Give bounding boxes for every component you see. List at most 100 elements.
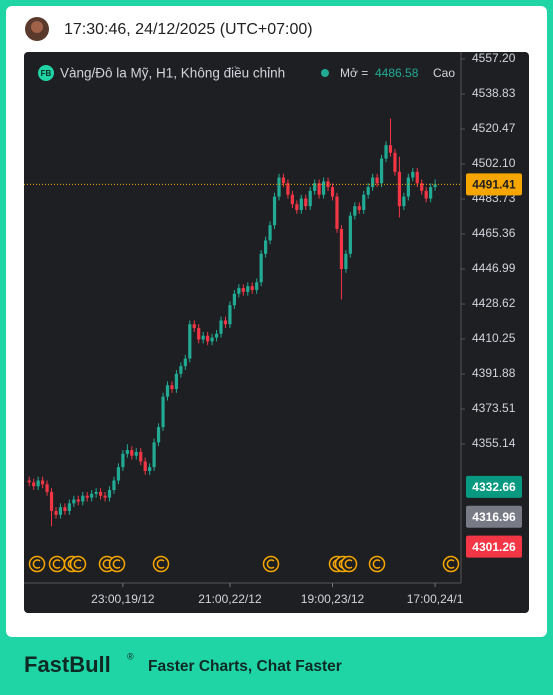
candle-body bbox=[121, 453, 125, 468]
candle-body bbox=[201, 335, 205, 340]
candle-body bbox=[81, 495, 85, 502]
event-icon bbox=[262, 555, 280, 573]
legend-name: Vàng/Đô la Mỹ, H1, Không điều chỉnh bbox=[60, 66, 285, 81]
price-badge bbox=[466, 475, 522, 498]
candle-body bbox=[295, 204, 299, 210]
legend-badge-text: FB bbox=[41, 69, 52, 78]
y-tick-label: 4373.51 bbox=[472, 401, 516, 415]
event-icon-glyph bbox=[112, 559, 121, 569]
event-icon bbox=[152, 555, 170, 573]
candle-body bbox=[371, 177, 375, 188]
tagline: Faster Charts, Chat Faster bbox=[148, 658, 342, 675]
candle-body bbox=[27, 480, 31, 483]
candle-body bbox=[348, 215, 352, 254]
event-icon bbox=[108, 555, 126, 573]
candle-body bbox=[116, 467, 121, 481]
candle-body bbox=[246, 286, 250, 292]
price-badge-text: 4301.26 bbox=[472, 540, 516, 554]
candle-body bbox=[45, 484, 49, 492]
candle-body bbox=[112, 480, 116, 491]
candle-body bbox=[344, 253, 348, 270]
candle-body bbox=[32, 482, 36, 487]
event-icon-glyph bbox=[102, 559, 111, 569]
candle-body bbox=[170, 385, 174, 390]
legend-open: 4486.58 bbox=[375, 66, 419, 80]
event-icon bbox=[69, 555, 87, 573]
candle-body bbox=[308, 190, 312, 207]
y-tick-label: 4465.36 bbox=[472, 226, 516, 240]
candle-body bbox=[107, 490, 112, 498]
candle-body bbox=[67, 503, 71, 511]
avatar-face bbox=[31, 21, 43, 33]
candle-body bbox=[406, 177, 410, 197]
event-icon-glyph bbox=[266, 559, 275, 569]
timestamp: 17:30:46, 24/12/2025 (UTC+07:00) bbox=[64, 21, 313, 38]
candle-body bbox=[286, 183, 290, 195]
event-icon-glyph bbox=[32, 559, 41, 569]
candle-body bbox=[197, 328, 201, 340]
candle-body bbox=[375, 177, 379, 184]
x-tick-label: 17:00,24/1 bbox=[407, 592, 464, 606]
candle-body bbox=[98, 491, 103, 496]
event-icon-glyph bbox=[156, 559, 165, 569]
candle-body bbox=[313, 183, 317, 191]
candle-body bbox=[388, 145, 393, 153]
candle-body bbox=[49, 491, 54, 511]
event-icon-glyph bbox=[52, 559, 61, 569]
candle-body bbox=[268, 225, 272, 241]
legend-open-label: Mở = bbox=[340, 66, 368, 80]
candle-body bbox=[241, 288, 245, 292]
candle-body bbox=[379, 158, 384, 184]
candle-body bbox=[290, 194, 294, 205]
candle-body bbox=[85, 495, 89, 498]
y-tick-label: 4428.62 bbox=[472, 296, 516, 310]
candle-body bbox=[232, 293, 236, 306]
candle-body bbox=[223, 320, 228, 325]
candle-body bbox=[41, 480, 45, 485]
candle-body bbox=[237, 288, 241, 294]
candle-body bbox=[143, 461, 147, 471]
candle-body bbox=[183, 358, 187, 367]
candle-body bbox=[174, 373, 179, 390]
candle-body bbox=[36, 480, 40, 487]
candle-body bbox=[362, 194, 366, 210]
candle-body bbox=[259, 253, 263, 283]
candle-body bbox=[134, 451, 138, 456]
candle-body bbox=[90, 493, 94, 498]
event-icon-glyph bbox=[73, 559, 82, 569]
candle-body bbox=[250, 286, 254, 290]
event-icon bbox=[48, 555, 66, 573]
candle-body bbox=[148, 467, 152, 471]
price-badge bbox=[466, 505, 522, 528]
price-badge-text: 4332.66 bbox=[472, 480, 516, 494]
candle-body bbox=[152, 442, 156, 468]
candle-body bbox=[192, 324, 196, 329]
candle-body bbox=[277, 177, 281, 197]
candle-body bbox=[384, 145, 388, 159]
y-tick-label: 4502.10 bbox=[472, 156, 516, 170]
legend-dot bbox=[321, 69, 329, 77]
y-tick-label: 4446.99 bbox=[472, 261, 516, 275]
candle-body bbox=[402, 196, 406, 207]
candle-body bbox=[103, 495, 107, 498]
price-badge-text: 4491.41 bbox=[472, 178, 516, 192]
candle-body bbox=[433, 184, 437, 188]
candle-body bbox=[339, 229, 344, 270]
candle-body bbox=[188, 324, 192, 359]
candle-body bbox=[304, 198, 308, 207]
candle-body bbox=[54, 510, 58, 515]
legend-high-label: Cao bbox=[433, 66, 455, 80]
candle-body bbox=[411, 171, 415, 178]
candle-body bbox=[206, 335, 210, 342]
y-tick-label: 4391.88 bbox=[472, 366, 516, 380]
price-badge-text: 4316.96 bbox=[472, 510, 516, 524]
candle-body bbox=[393, 152, 397, 172]
candle-body bbox=[335, 196, 339, 229]
candle-body bbox=[299, 198, 303, 210]
y-tick-label: 4410.25 bbox=[472, 331, 516, 345]
price-badge bbox=[466, 173, 522, 196]
brand-mark: ® bbox=[127, 651, 134, 661]
candle-body bbox=[161, 396, 165, 428]
y-tick-label: 4355.14 bbox=[472, 436, 516, 450]
